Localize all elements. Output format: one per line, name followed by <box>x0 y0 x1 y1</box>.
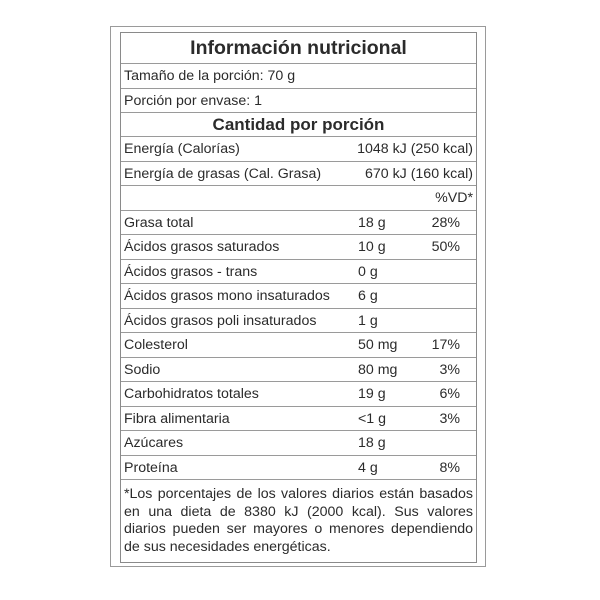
nutrient-label: Ácidos grasos saturados <box>124 239 280 255</box>
nutrient-amount: 18 g <box>358 214 386 231</box>
nutrient-label: Ácidos grasos mono insaturados <box>124 288 330 304</box>
dv-header: %VD* <box>435 190 473 206</box>
nutrient-dv: 28% <box>431 214 460 231</box>
nutrient-row: Azúcares 18 g <box>121 431 476 456</box>
nutrient-row: Carbohidratos totales 19 g 6% <box>121 382 476 407</box>
fat-energy-row: Energía de grasas (Cal. Grasa) 670 kJ (16… <box>121 162 476 186</box>
nutrient-amount: 80 mg <box>358 361 398 378</box>
nutrient-row: Sodio 80 mg 3% <box>121 358 476 382</box>
fat-energy-label: Energía de grasas (Cal. Grasa) <box>124 165 322 182</box>
footnote: *Los porcentajes de los valores diarios … <box>124 486 473 555</box>
nutrient-amount: 1 g <box>358 312 378 329</box>
energy-label: Energía (Calorías) <box>124 141 240 157</box>
nutrient-dv: 8% <box>439 459 460 476</box>
nutrient-row: Proteína 4 g 8% <box>121 456 476 480</box>
nutrient-label: Ácidos grasos - trans <box>124 263 258 280</box>
nutrient-amount: 19 g <box>358 386 386 402</box>
nutrient-label: Ácidos grasos poli insaturados <box>124 312 317 329</box>
nutrient-dv: 6% <box>439 386 460 402</box>
nutrient-row: Fibra alimentaria <1 g 3% <box>121 407 476 431</box>
nutrient-row: Colesterol 50 mg 17% <box>121 333 476 358</box>
nutrient-row: Ácidos grasos - trans 0 g <box>121 260 476 284</box>
nutrient-label: Carbohidratos totales <box>124 386 259 402</box>
energy-value: 1048 kJ (250 kcal) <box>357 141 473 157</box>
nutrient-amount: 10 g <box>358 239 386 255</box>
serving-size: Tamaño de la porción: 70 g <box>124 68 296 84</box>
table-title: Información nutricional <box>121 33 476 64</box>
servings-per-container-row: Porción por envase: 1 <box>121 89 476 113</box>
nutrient-dv: 3% <box>439 361 460 378</box>
dv-header-row: %VD* <box>121 186 476 211</box>
nutrient-label: Proteína <box>124 459 178 476</box>
fat-energy-value: 670 kJ (160 kcal) <box>364 165 473 182</box>
serving-size-row: Tamaño de la porción: 70 g <box>121 64 476 89</box>
nutrient-dv: 50% <box>431 239 460 255</box>
nutrient-label: Azúcares <box>124 435 184 451</box>
nutrient-row: Ácidos grasos poli insaturados 1 g <box>121 309 476 333</box>
nutrient-label: Fibra alimentaria <box>124 410 230 427</box>
nutrient-row: Grasa total 18 g 28% <box>121 211 476 235</box>
nutrient-amount: <1 g <box>358 410 387 427</box>
servings-per-container: Porción por envase: 1 <box>124 92 263 109</box>
nutrient-amount: 0 g <box>358 263 378 280</box>
nutrient-amount: 18 g <box>358 435 386 451</box>
nutrient-amount: 4 g <box>358 459 378 476</box>
nutrient-amount: 6 g <box>358 288 378 304</box>
nutrient-dv: 3% <box>439 410 460 427</box>
nutrient-row: Ácidos grasos mono insaturados 6 g <box>121 284 476 309</box>
nutrition-facts-table: Información nutricional Tamaño de la por… <box>120 32 477 563</box>
section-header: Cantidad por porción <box>121 113 476 137</box>
nutrient-label: Sodio <box>124 361 161 378</box>
nutrient-amount: 50 mg <box>358 337 398 353</box>
nutrient-row: Ácidos grasos saturados 10 g 50% <box>121 235 476 260</box>
nutrient-label: Colesterol <box>124 337 188 353</box>
energy-row: Energía (Calorías) 1048 kJ (250 kcal) <box>121 137 476 162</box>
label-outer-border <box>110 26 486 567</box>
nutrient-label: Grasa total <box>124 214 194 231</box>
nutrient-dv: 17% <box>431 337 460 353</box>
